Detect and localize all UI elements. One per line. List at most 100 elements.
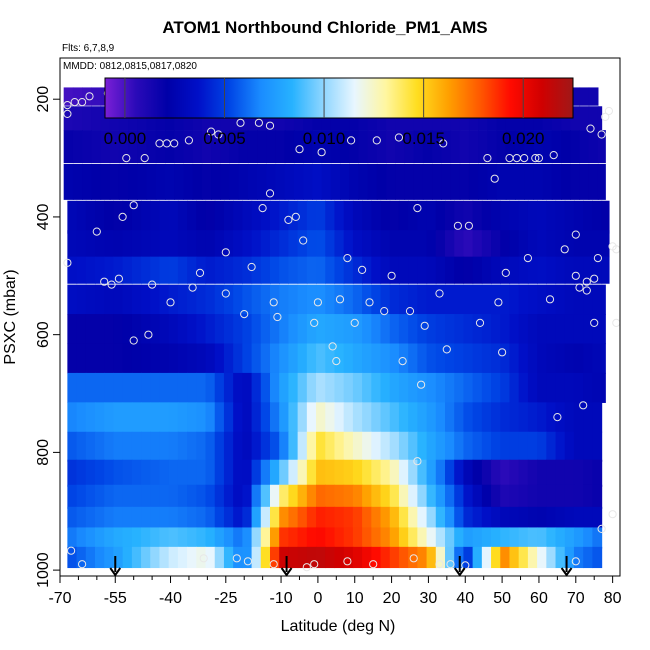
heatmap-cell [481,506,492,529]
y-tick-label: 200 [35,86,52,113]
heatmap-cell [205,484,216,509]
sample-point [122,154,131,163]
heatmap-cell [518,256,529,284]
heatmap-cell [463,314,474,345]
heatmap-cell [463,402,474,433]
heatmap-cell [454,402,465,433]
heatmap-cell [150,527,161,549]
sample-point [439,139,448,148]
heatmap-cell [500,459,511,487]
y-tick-label: 800 [35,439,52,466]
heatmap-cell [242,200,253,234]
heatmap-cell [146,163,157,200]
heatmap-cell [509,402,520,433]
heatmap-cell [500,402,511,433]
heatmap-cell [573,431,584,462]
heatmap-cell [113,506,124,529]
x-axis-label: Latitude (deg N) [281,618,396,635]
x-tick-label: 40 [456,590,474,607]
heatmap-cell [321,130,332,164]
heatmap-cell [445,459,455,487]
heatmap-cell [491,431,501,462]
heatmap-cell [104,402,115,433]
heatmap-cell [491,546,501,569]
heatmap-cell [343,506,354,529]
heatmap-cell [362,230,372,258]
heatmap-cell [168,484,179,509]
heatmap-cell [67,256,78,284]
heatmap-cell [509,314,520,345]
heatmap-cell [91,163,102,200]
heatmap-cell [118,130,129,164]
heatmap-cell [435,372,446,403]
sample-point [67,546,76,555]
heatmap-cell [537,431,547,462]
heatmap-cell [159,372,170,403]
heatmap-cell [260,546,271,569]
heatmap-cell [380,343,391,374]
heatmap-cell [362,402,372,433]
heatmap-cell [95,200,105,234]
heatmap-cell [463,546,474,569]
heatmap-cell [601,372,606,403]
heatmap-cell [334,402,345,433]
heatmap-cell [260,459,271,487]
heatmap-cell [422,163,433,200]
heatmap-cell [159,402,170,433]
heatmap-cell [496,130,507,164]
heatmap-cell [288,484,299,509]
heatmap-cell [352,343,363,374]
heatmap-cell [95,506,105,529]
heatmap-cell [564,506,575,529]
heatmap-cell [141,372,151,403]
heatmap-cell [445,402,455,433]
heatmap-cell [76,284,87,315]
heatmap-cell [260,402,271,433]
heatmap-cell [500,372,511,403]
heatmap-cell [201,130,212,164]
heatmap-cell [445,343,455,374]
heatmap-cell [371,230,382,258]
heatmap-cell [481,256,492,284]
heatmap-cell [395,163,406,200]
heatmap-cell [509,546,520,569]
heatmap-cell [196,402,207,433]
heatmap-cell [316,314,326,345]
heatmap-cell [518,402,529,433]
heatmap-cell [196,459,207,487]
x-tick-label: 70 [567,590,585,607]
heatmap-cell [426,343,437,374]
heatmap-cell [463,372,474,403]
heatmap-cell [380,256,391,284]
heatmap-cell [192,130,203,164]
heatmap-cell [426,230,437,258]
heatmap-cell [306,459,317,487]
sample-point [243,557,252,566]
heatmap-cell [141,230,151,258]
heatmap-cell [205,402,216,433]
heatmap-cell [601,284,606,315]
sample-point [490,174,499,183]
heatmap-cell [362,256,372,284]
heatmap-cell [67,506,78,529]
x-tick-label: 0 [313,590,322,607]
heatmap-cell [505,130,516,164]
heatmap-cell [509,343,520,374]
heatmap-cell [371,314,382,345]
heatmap-cell [500,484,511,509]
heatmap-cell [177,200,188,234]
colorbar [104,77,574,119]
heatmap-cell [518,484,529,509]
heatmap-cell [398,431,409,462]
heatmap-cell [242,256,253,284]
heatmap-cell [82,87,92,106]
heatmap-cell [67,372,78,403]
heatmap-cell [472,459,483,487]
sample-point [464,221,473,230]
heatmap-cell [555,230,566,258]
heatmap-cell [472,546,483,569]
heatmap-cell [583,484,593,509]
heatmap-cell [386,130,396,164]
heatmap-cell [422,130,433,164]
heatmap-cell [389,372,400,403]
